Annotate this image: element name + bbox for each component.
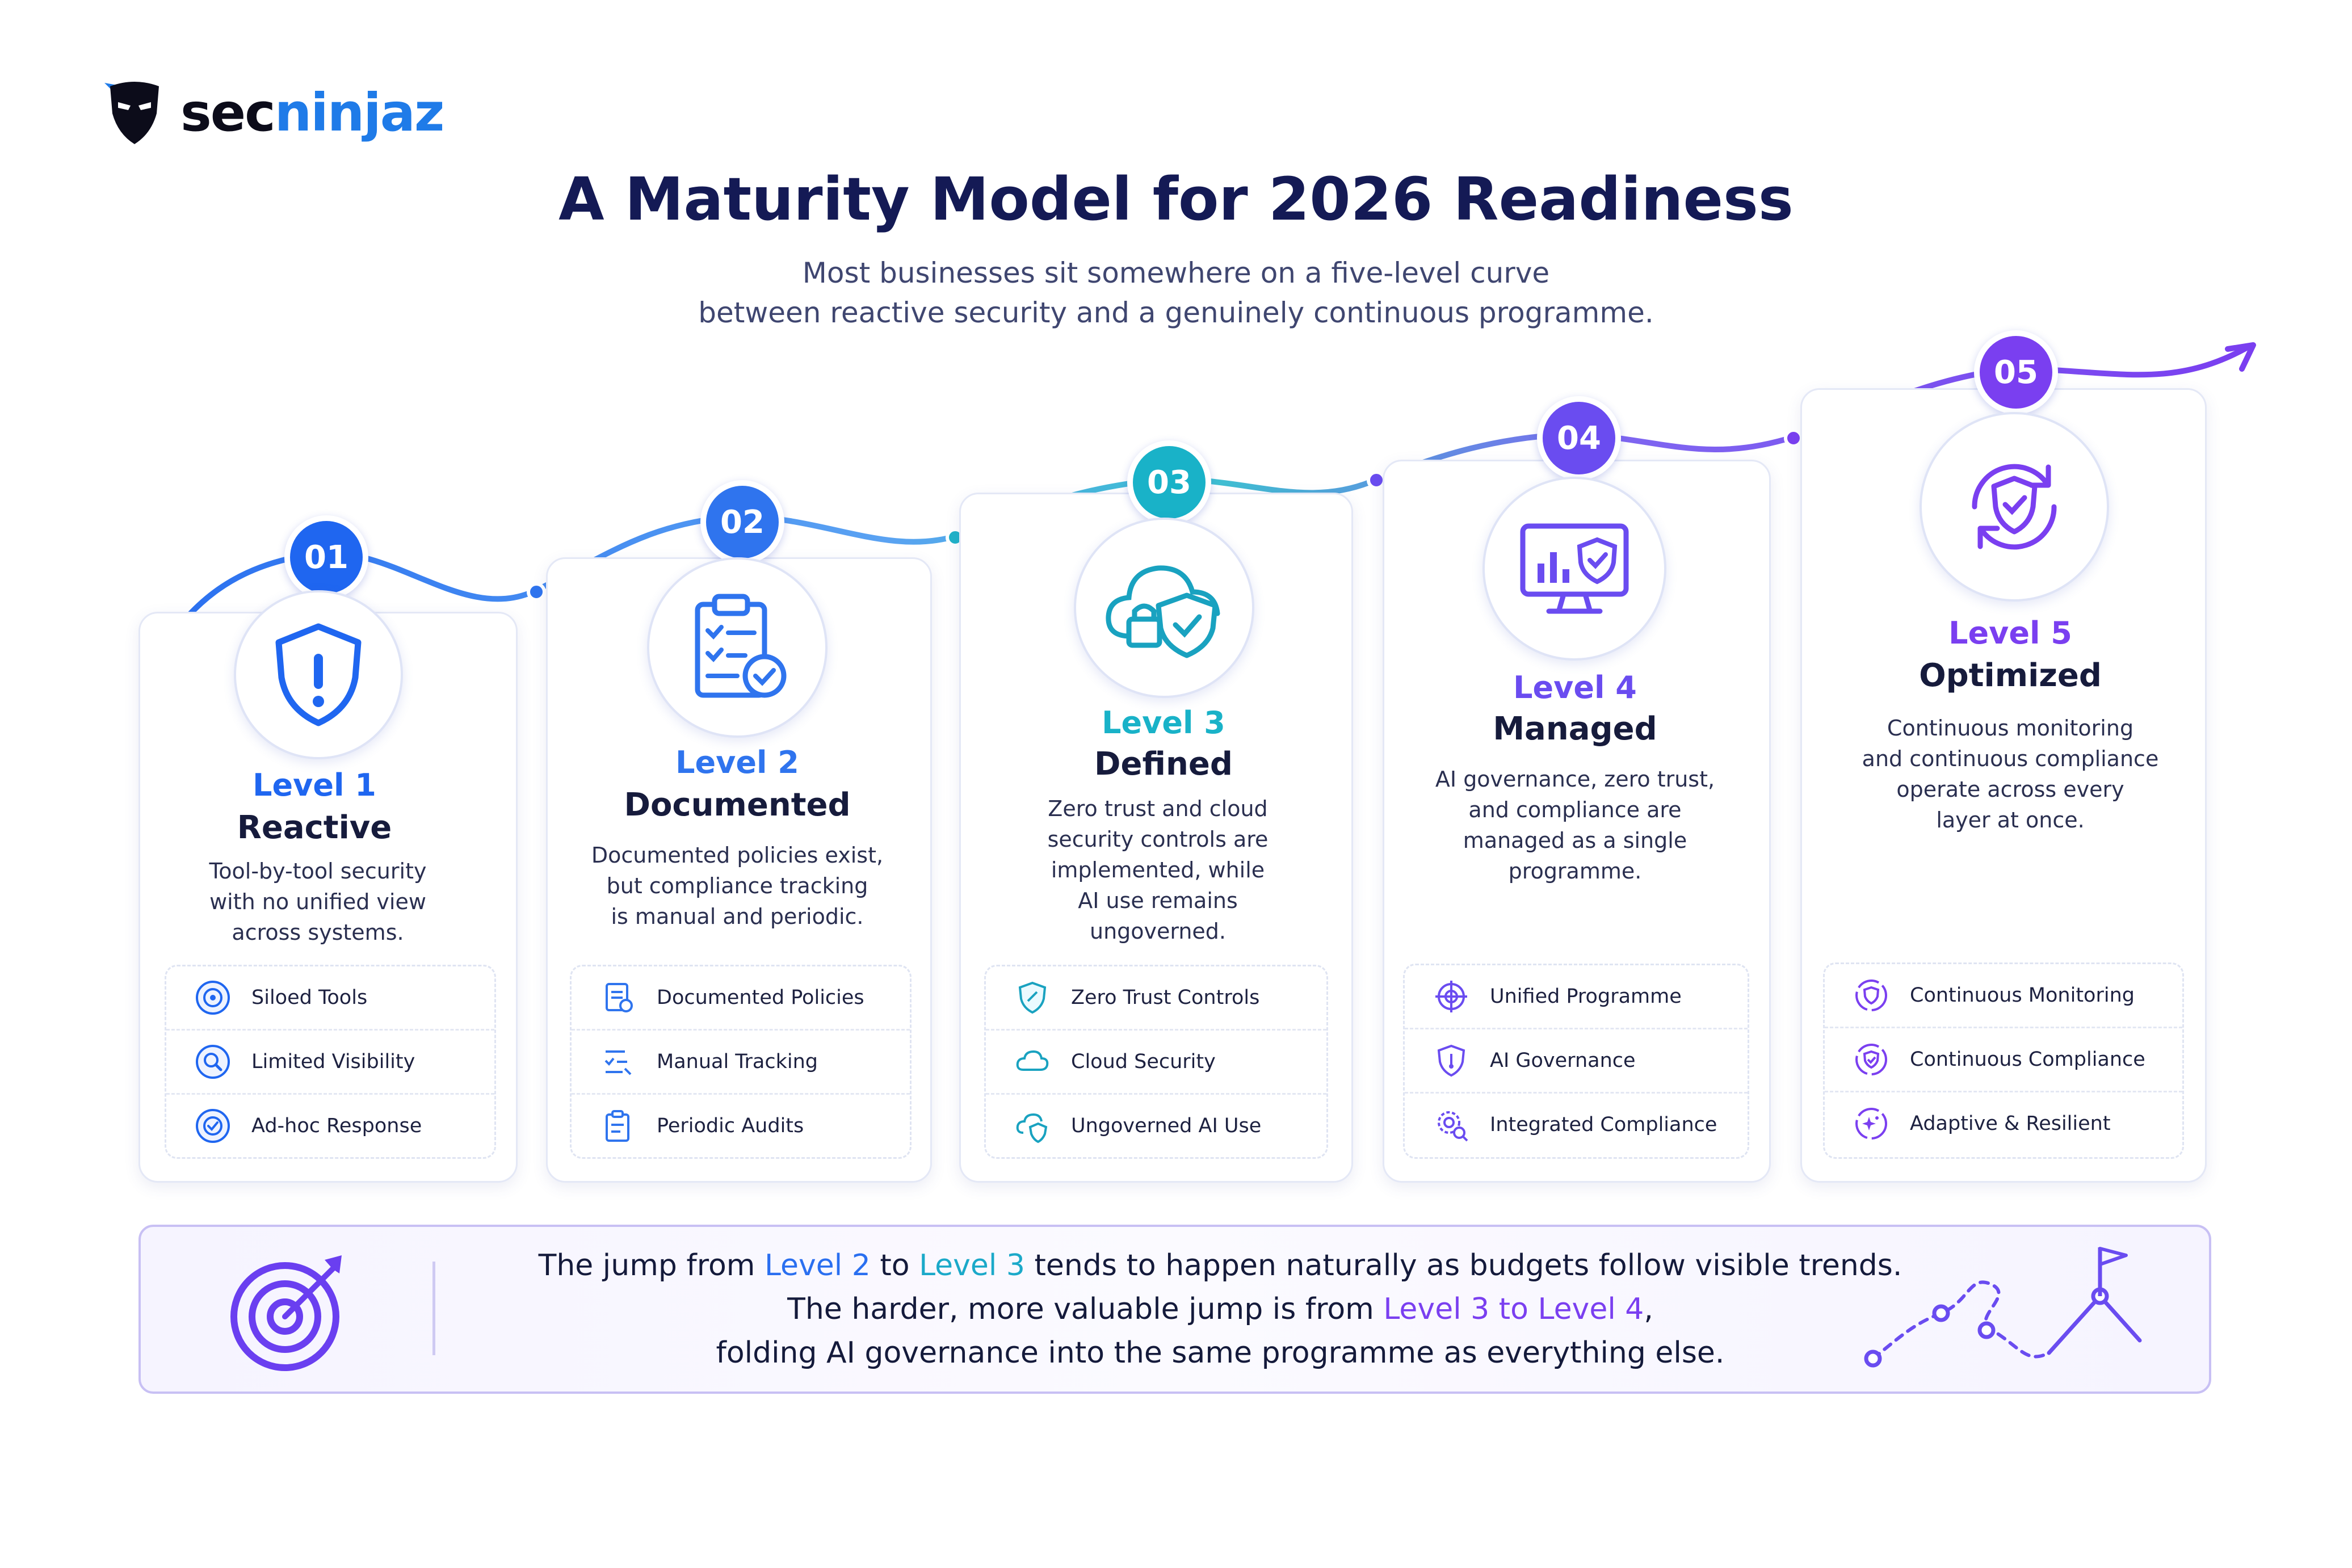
level-1-name: Reactive	[237, 809, 392, 846]
shield-check-icon	[1855, 1044, 1887, 1075]
monitor-chart-shield-icon	[1520, 523, 1629, 614]
insight-text: The jump from Level 2 to Level 3 tends t…	[511, 1244, 1930, 1375]
level-2-icon-circle	[647, 557, 828, 738]
feature-item: Integrated Compliance	[1405, 1094, 1748, 1156]
level-2-features: Documented Policies Manual Tracking Peri…	[570, 965, 912, 1159]
level-1-features: Siloed Tools Limited Visibility Ad-hoc R…	[165, 965, 496, 1159]
brand-name: secninjaz	[180, 82, 444, 143]
feature-item: Continuous Compliance	[1825, 1028, 2182, 1092]
level-3-label: Level 3	[1102, 705, 1225, 741]
feature-item: Siloed Tools	[166, 966, 494, 1031]
feature-item: Zero Trust Controls	[986, 966, 1326, 1031]
level-2-name: Documented	[624, 787, 851, 823]
checklist-icon	[604, 1050, 632, 1075]
level-2-label: Level 2	[675, 745, 799, 780]
page-subtitle: Most businesses sit somewhere on a five-…	[698, 257, 1654, 329]
crosshair-icon	[1435, 981, 1467, 1012]
magnifier-icon	[196, 1045, 230, 1079]
ai-shield-icon	[1437, 1044, 1465, 1077]
feature-item: Adaptive & Resilient	[1825, 1092, 2182, 1155]
level-badge-5: 05	[1974, 330, 2058, 414]
level-4-name: Managed	[1493, 711, 1657, 747]
shield-refresh-icon	[1855, 980, 1887, 1011]
level-badge-3: 03	[1127, 440, 1211, 524]
level-5-features: Continuous Monitoring Continuous Complia…	[1823, 962, 2184, 1159]
level-badge-1: 01	[284, 515, 368, 599]
level-3-icon-circle	[1074, 518, 1254, 698]
feature-item: Documented Policies	[572, 966, 910, 1031]
cloud-lock-shield-icon	[1106, 565, 1220, 658]
sparkle-icon	[1855, 1108, 1887, 1140]
insight-line-3: folding AI governance into the same prog…	[716, 1336, 1725, 1370]
curve-point	[1784, 428, 1803, 448]
level-5-description: Continuous monitoring and continuous com…	[1862, 716, 2159, 833]
gear-search-icon	[1438, 1111, 1468, 1142]
level-1-description: Tool-by-tool security with no unified vi…	[209, 859, 427, 945]
feature-item: Unified Programme	[1405, 965, 1748, 1029]
target-icon	[196, 981, 230, 1015]
cloud-icon	[1016, 1050, 1049, 1071]
ninja-shield-icon	[104, 82, 159, 144]
curve-point	[527, 582, 546, 602]
shield-cycle-icon	[1972, 464, 2057, 550]
level-3-description: Zero trust and cloud security controls a…	[1047, 796, 1269, 944]
feature-item: AI Governance	[1405, 1029, 1748, 1094]
curve-point	[1367, 470, 1386, 490]
insight-line-1: The jump from Level 2 to Level 3 tends t…	[538, 1248, 1902, 1283]
shield-icon	[1018, 981, 1047, 1014]
target-arrow-icon	[230, 1255, 342, 1371]
feature-item: Limited Visibility	[166, 1031, 494, 1095]
insight-divider	[432, 1262, 435, 1355]
feature-item: Ungoverned AI Use	[986, 1095, 1326, 1157]
shield-alert-icon	[275, 623, 362, 726]
level-5-icon-circle	[1920, 412, 2109, 602]
path-flag-icon	[1864, 1247, 2142, 1368]
feature-item: Continuous Monitoring	[1825, 964, 2182, 1028]
level-4-label: Level 4	[1513, 670, 1637, 705]
brand-logo: secninjaz	[101, 78, 444, 146]
page-title: A Maturity Model for 2026 Readiness	[558, 165, 1794, 234]
level-2-description: Documented policies exist, but complianc…	[591, 843, 884, 929]
cloud-shield-icon	[1016, 1113, 1048, 1144]
level-badge-2: 02	[700, 480, 784, 564]
clipboard-icon	[606, 1110, 629, 1142]
feature-item: Manual Tracking	[572, 1031, 910, 1095]
level-1-icon-circle	[234, 590, 403, 759]
clipboard-check-icon	[695, 594, 787, 698]
feature-item: Cloud Security	[986, 1031, 1326, 1095]
level-3-features: Zero Trust Controls Cloud Security Ungov…	[984, 965, 1328, 1159]
level-5-name: Optimized	[1919, 657, 2102, 694]
insight-line-2: The harder, more valuable jump is from L…	[787, 1292, 1653, 1326]
check-circle-icon	[196, 1109, 230, 1143]
level-4-description: AI governance, zero trust, and complianc…	[1435, 767, 1715, 884]
level-3-name: Defined	[1094, 746, 1233, 783]
insight-box	[138, 1225, 2211, 1394]
level-1-label: Level 1	[253, 767, 376, 803]
level-5-label: Level 5	[1948, 615, 2072, 651]
feature-item: Periodic Audits	[572, 1095, 910, 1157]
document-icon	[606, 983, 633, 1012]
level-4-features: Unified Programme AI Governance Integrat…	[1403, 964, 1749, 1159]
feature-item: Ad-hoc Response	[166, 1095, 494, 1157]
level-badge-4: 04	[1537, 396, 1621, 480]
level-4-icon-circle	[1482, 477, 1666, 661]
